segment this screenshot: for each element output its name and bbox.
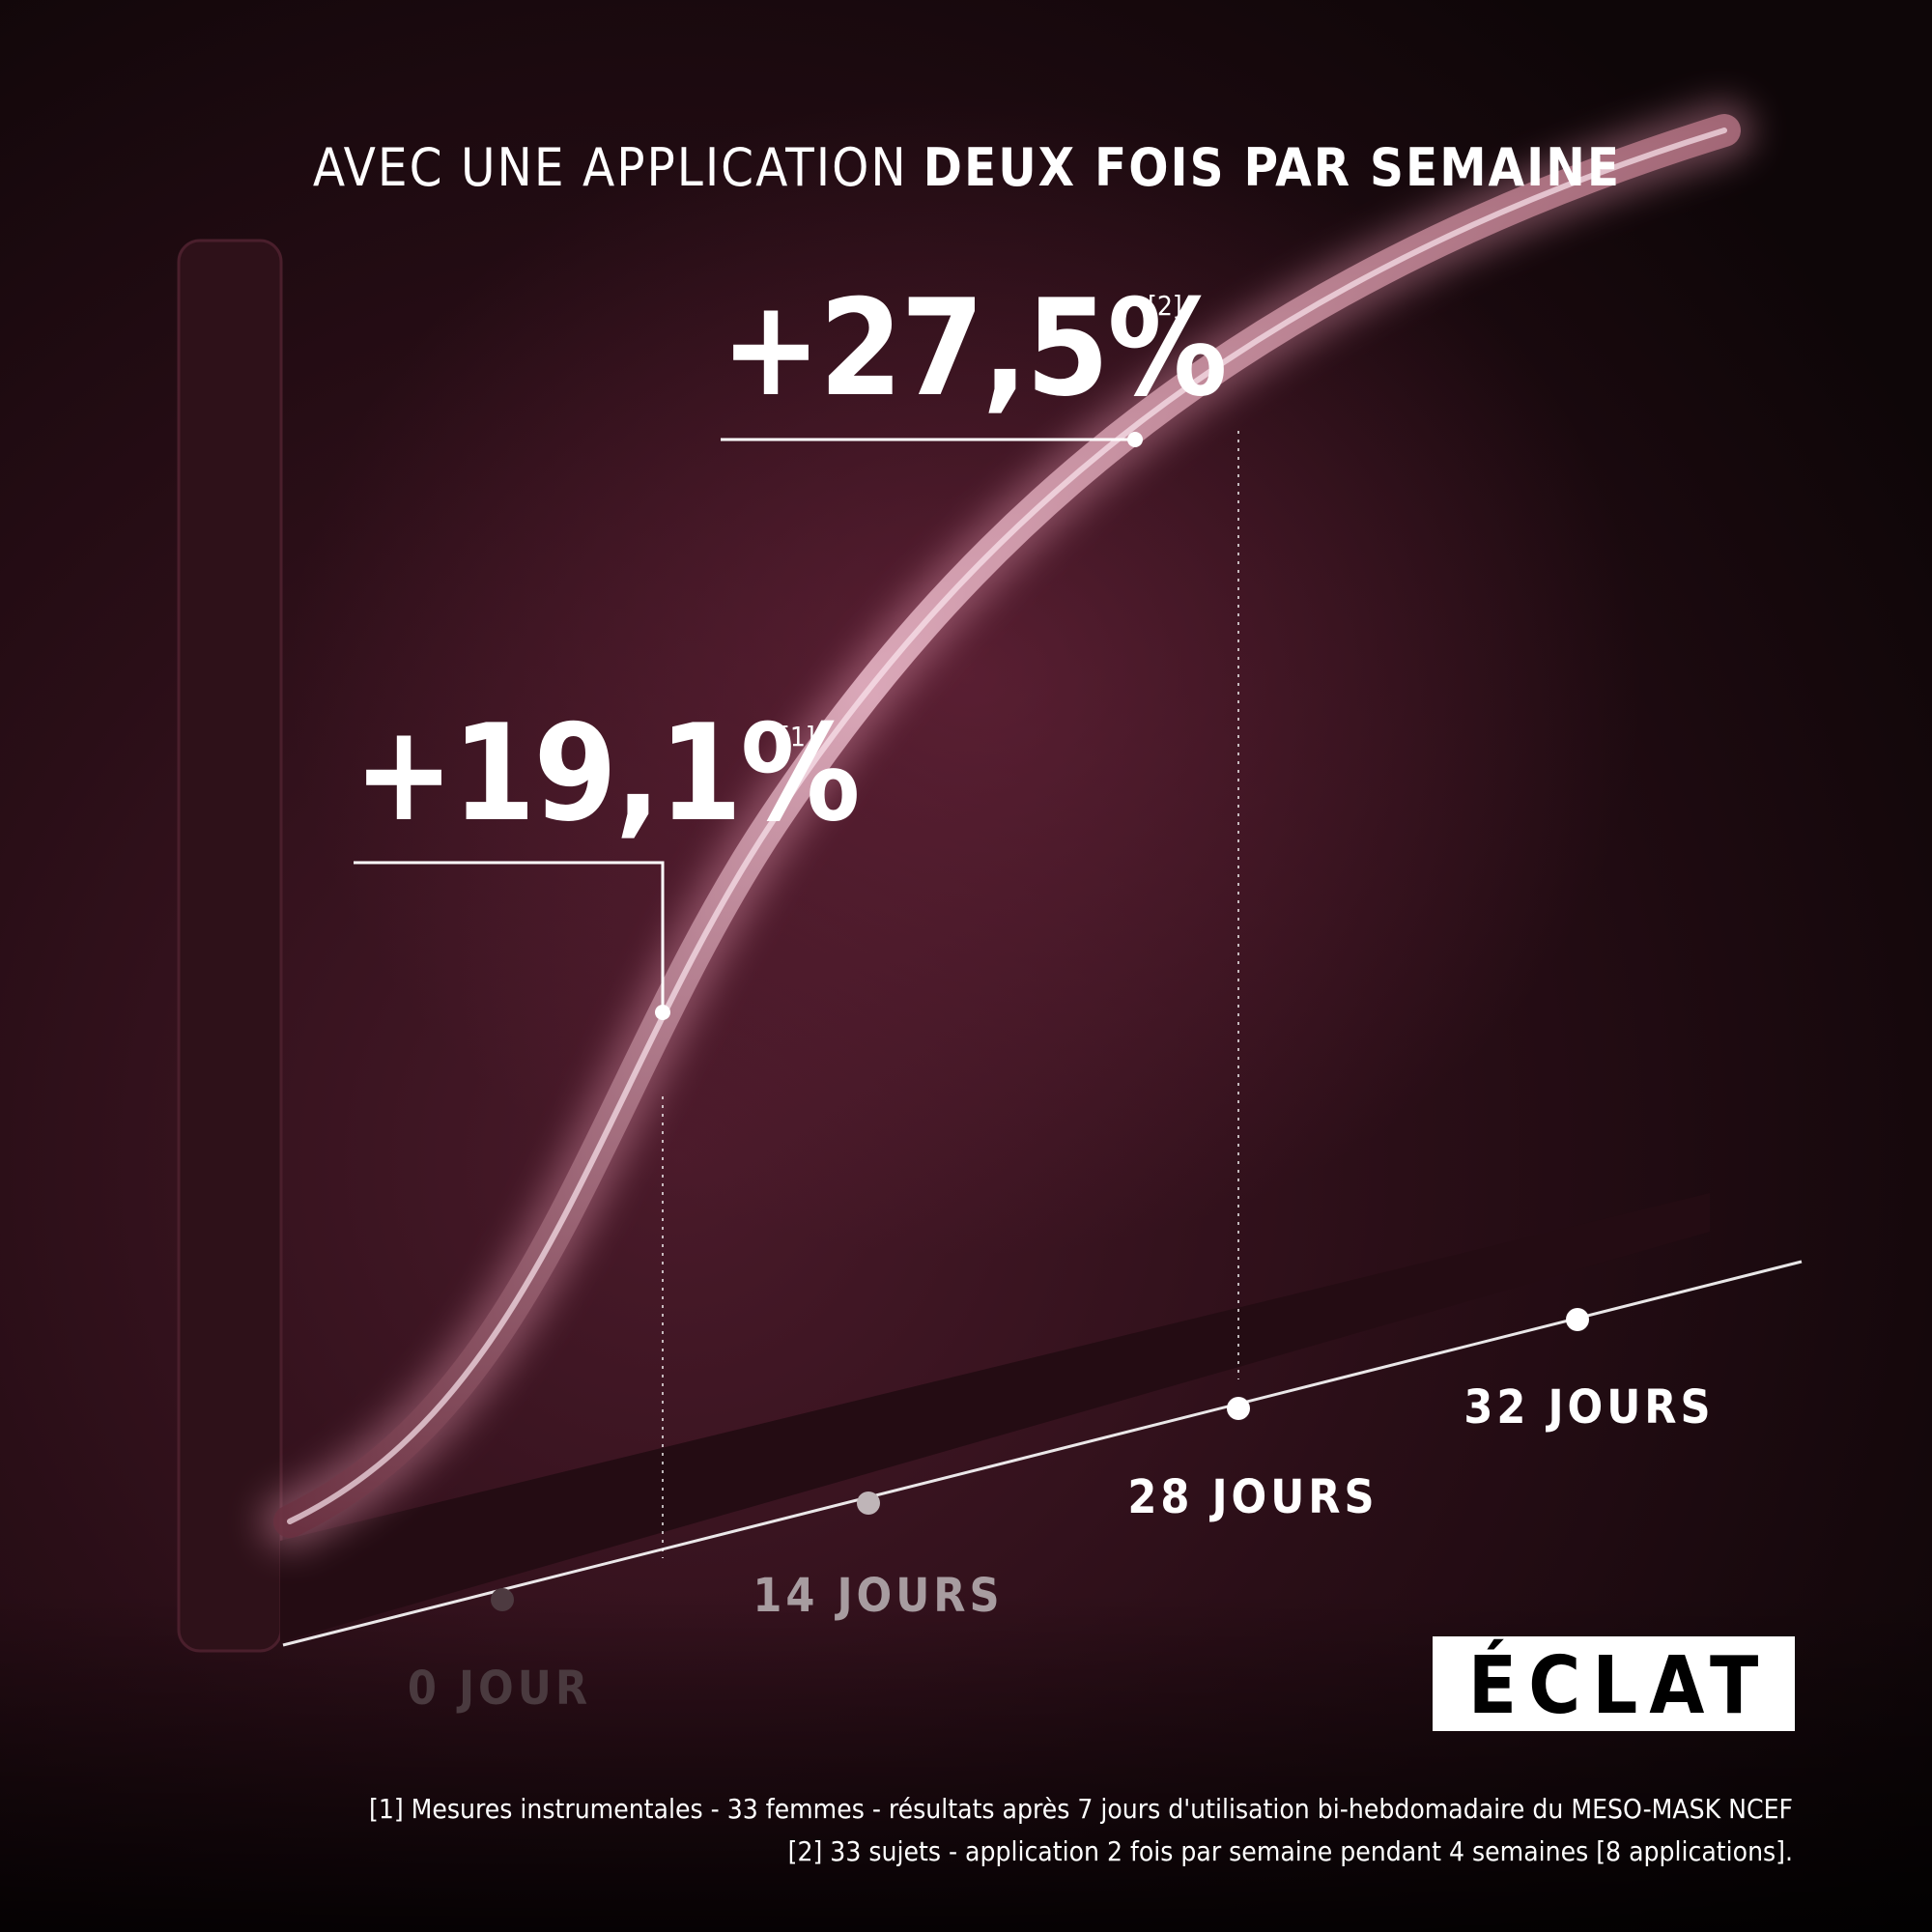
day-label: 14 JOURS bbox=[753, 1569, 1003, 1623]
callout-value: +19,1% bbox=[354, 696, 859, 851]
callout-leader bbox=[354, 861, 665, 1012]
callout-note: [2] bbox=[1148, 290, 1182, 322]
footnote: [1] Mesures instrumentales - 33 femmes -… bbox=[369, 1793, 1793, 1825]
footnote: [2] 33 sujets - application 2 fois par s… bbox=[788, 1835, 1793, 1867]
timeline-axis bbox=[282, 1260, 1803, 1647]
vertical-bar bbox=[177, 239, 283, 1653]
callout-note: [1] bbox=[781, 721, 815, 753]
background-glow bbox=[290, 97, 1642, 1256]
timeline-dot bbox=[1566, 1308, 1589, 1331]
timeline-dot bbox=[857, 1492, 880, 1515]
day-label: 28 JOURS bbox=[1127, 1470, 1378, 1524]
title-bold: DEUX FOIS PAR SEMAINE bbox=[923, 137, 1621, 198]
title: AVEC UNE APPLICATION DEUX FOIS PAR SEMAIN… bbox=[313, 137, 1621, 198]
badge-label: ÉCLAT bbox=[1468, 1639, 1771, 1732]
badge-box bbox=[1433, 1636, 1795, 1731]
floor-bar bbox=[280, 1193, 1710, 1642]
curve-highlight bbox=[287, 128, 1727, 1524]
callout-dot bbox=[1127, 432, 1143, 447]
timeline-dot bbox=[491, 1588, 514, 1611]
day-label: 0 JOUR bbox=[408, 1662, 591, 1716]
day-label: 32 JOURS bbox=[1463, 1380, 1714, 1435]
callout-value: +27,5% bbox=[721, 270, 1226, 426]
callout-dot bbox=[655, 1005, 670, 1020]
title-regular: AVEC UNE APPLICATION bbox=[313, 137, 908, 198]
timeline-dot bbox=[1227, 1397, 1250, 1420]
